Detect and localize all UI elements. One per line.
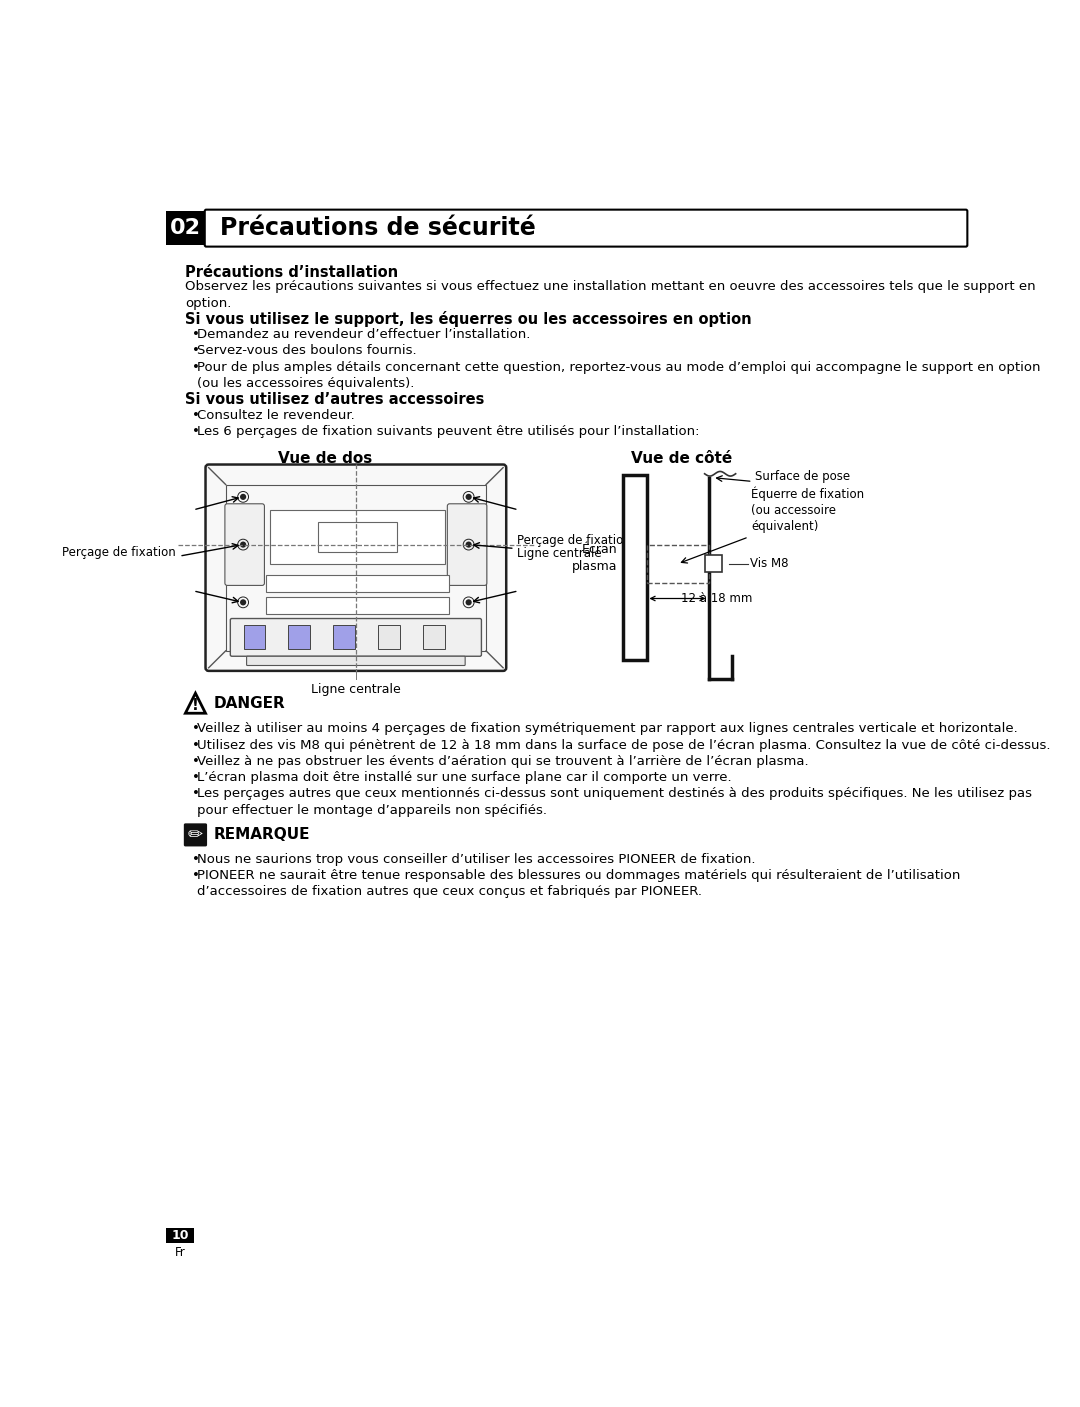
Text: Surface de pose: Surface de pose xyxy=(755,470,850,484)
Text: Servez-vous des boulons fournis.: Servez-vous des boulons fournis. xyxy=(197,345,417,357)
Text: Si vous utilisez le support, les équerres ou les accessoires en option: Si vous utilisez le support, les équerre… xyxy=(186,311,752,328)
FancyBboxPatch shape xyxy=(205,464,507,671)
FancyBboxPatch shape xyxy=(447,504,487,585)
Text: •: • xyxy=(191,771,200,784)
Bar xyxy=(288,626,310,649)
Bar xyxy=(334,626,355,649)
Circle shape xyxy=(240,494,246,499)
Text: PIONEER ne saurait être tenue responsable des blessures ou dommages matériels qu: PIONEER ne saurait être tenue responsabl… xyxy=(197,868,960,898)
Bar xyxy=(270,509,445,564)
Bar xyxy=(423,626,445,649)
Bar xyxy=(318,522,396,552)
Bar xyxy=(623,476,647,660)
Text: ✏: ✏ xyxy=(188,826,203,844)
Text: Consultez le revendeur.: Consultez le revendeur. xyxy=(197,409,354,422)
Text: •: • xyxy=(191,328,200,342)
Text: 10: 10 xyxy=(172,1228,189,1242)
FancyBboxPatch shape xyxy=(205,210,968,246)
Bar xyxy=(226,484,486,651)
FancyBboxPatch shape xyxy=(184,823,207,847)
Text: Perçage de fixation: Perçage de fixation xyxy=(517,535,631,547)
Text: Vue de dos: Vue de dos xyxy=(279,450,373,466)
Text: !: ! xyxy=(192,698,199,713)
Text: Vue de côté: Vue de côté xyxy=(631,450,732,466)
Text: Les perçages autres que ceux mentionnés ci-dessus sont uniquement destinés à des: Les perçages autres que ceux mentionnés … xyxy=(197,787,1032,816)
Text: Précautions d’installation: Précautions d’installation xyxy=(186,265,399,280)
Bar xyxy=(166,211,205,245)
Text: Les 6 perçages de fixation suivants peuvent être utilisés pour l’installation:: Les 6 perçages de fixation suivants peuv… xyxy=(197,425,700,438)
Bar xyxy=(647,545,708,582)
Text: •: • xyxy=(191,409,200,422)
Circle shape xyxy=(465,542,472,547)
Text: L’écran plasma doit être installé sur une surface plane car il comporte un verre: L’écran plasma doit être installé sur un… xyxy=(197,771,731,784)
Text: •: • xyxy=(191,360,200,374)
Text: 12 à 18 mm: 12 à 18 mm xyxy=(681,592,753,605)
Text: Ligne centrale: Ligne centrale xyxy=(517,546,602,560)
FancyBboxPatch shape xyxy=(246,656,465,666)
Text: •: • xyxy=(191,787,200,801)
Text: Si vous utilisez d’autres accessoires: Si vous utilisez d’autres accessoires xyxy=(186,393,485,407)
Text: Précautions de sécurité: Précautions de sécurité xyxy=(220,217,536,241)
Circle shape xyxy=(240,599,246,605)
Text: DANGER: DANGER xyxy=(213,695,285,711)
Bar xyxy=(705,556,723,573)
Text: Pour de plus amples détails concernant cette question, reportez-vous au mode d’e: Pour de plus amples détails concernant c… xyxy=(197,360,1040,390)
FancyBboxPatch shape xyxy=(225,504,265,585)
Text: 02: 02 xyxy=(170,218,201,238)
Text: •: • xyxy=(191,722,200,736)
Text: Demandez au revendeur d’effectuer l’installation.: Demandez au revendeur d’effectuer l’inst… xyxy=(197,328,530,342)
Bar xyxy=(378,626,400,649)
Text: Veillez à ne pas obstruer les évents d’aération qui se trouvent à l’arrière de l: Veillez à ne pas obstruer les évents d’a… xyxy=(197,754,809,768)
Polygon shape xyxy=(186,694,205,713)
Text: Ligne centrale: Ligne centrale xyxy=(311,684,401,696)
Text: Veillez à utiliser au moins 4 perçages de fixation symétriquement par rapport au: Veillez à utiliser au moins 4 perçages d… xyxy=(197,722,1017,736)
Bar xyxy=(266,597,449,613)
Text: •: • xyxy=(191,868,200,882)
Text: Écran
plasma: Écran plasma xyxy=(571,543,617,574)
Text: •: • xyxy=(191,345,200,357)
Text: •: • xyxy=(191,425,200,438)
Text: REMARQUE: REMARQUE xyxy=(213,827,310,843)
Text: Fr: Fr xyxy=(175,1245,186,1259)
Text: Vis M8: Vis M8 xyxy=(751,557,788,570)
Text: Équerre de fixation
(ou accessoire
équivalent): Équerre de fixation (ou accessoire équiv… xyxy=(751,487,864,533)
Text: Perçage de fixation: Perçage de fixation xyxy=(63,546,176,559)
Circle shape xyxy=(465,599,472,605)
Circle shape xyxy=(465,494,472,499)
Circle shape xyxy=(240,542,246,547)
Text: •: • xyxy=(191,853,200,865)
Text: •: • xyxy=(191,754,200,768)
Text: •: • xyxy=(191,739,200,751)
Text: Observez les précautions suivantes si vous effectuez une installation mettant en: Observez les précautions suivantes si vo… xyxy=(186,280,1036,310)
Bar xyxy=(243,626,266,649)
FancyBboxPatch shape xyxy=(230,619,482,656)
Text: Nous ne saurions trop vous conseiller d’utiliser les accessoires PIONEER de fixa: Nous ne saurions trop vous conseiller d’… xyxy=(197,853,756,865)
Bar xyxy=(166,1227,194,1242)
Bar xyxy=(266,575,449,592)
Text: Utilisez des vis M8 qui pénètrent de 12 à 18 mm dans la surface de pose de l’écr: Utilisez des vis M8 qui pénètrent de 12 … xyxy=(197,739,1051,751)
